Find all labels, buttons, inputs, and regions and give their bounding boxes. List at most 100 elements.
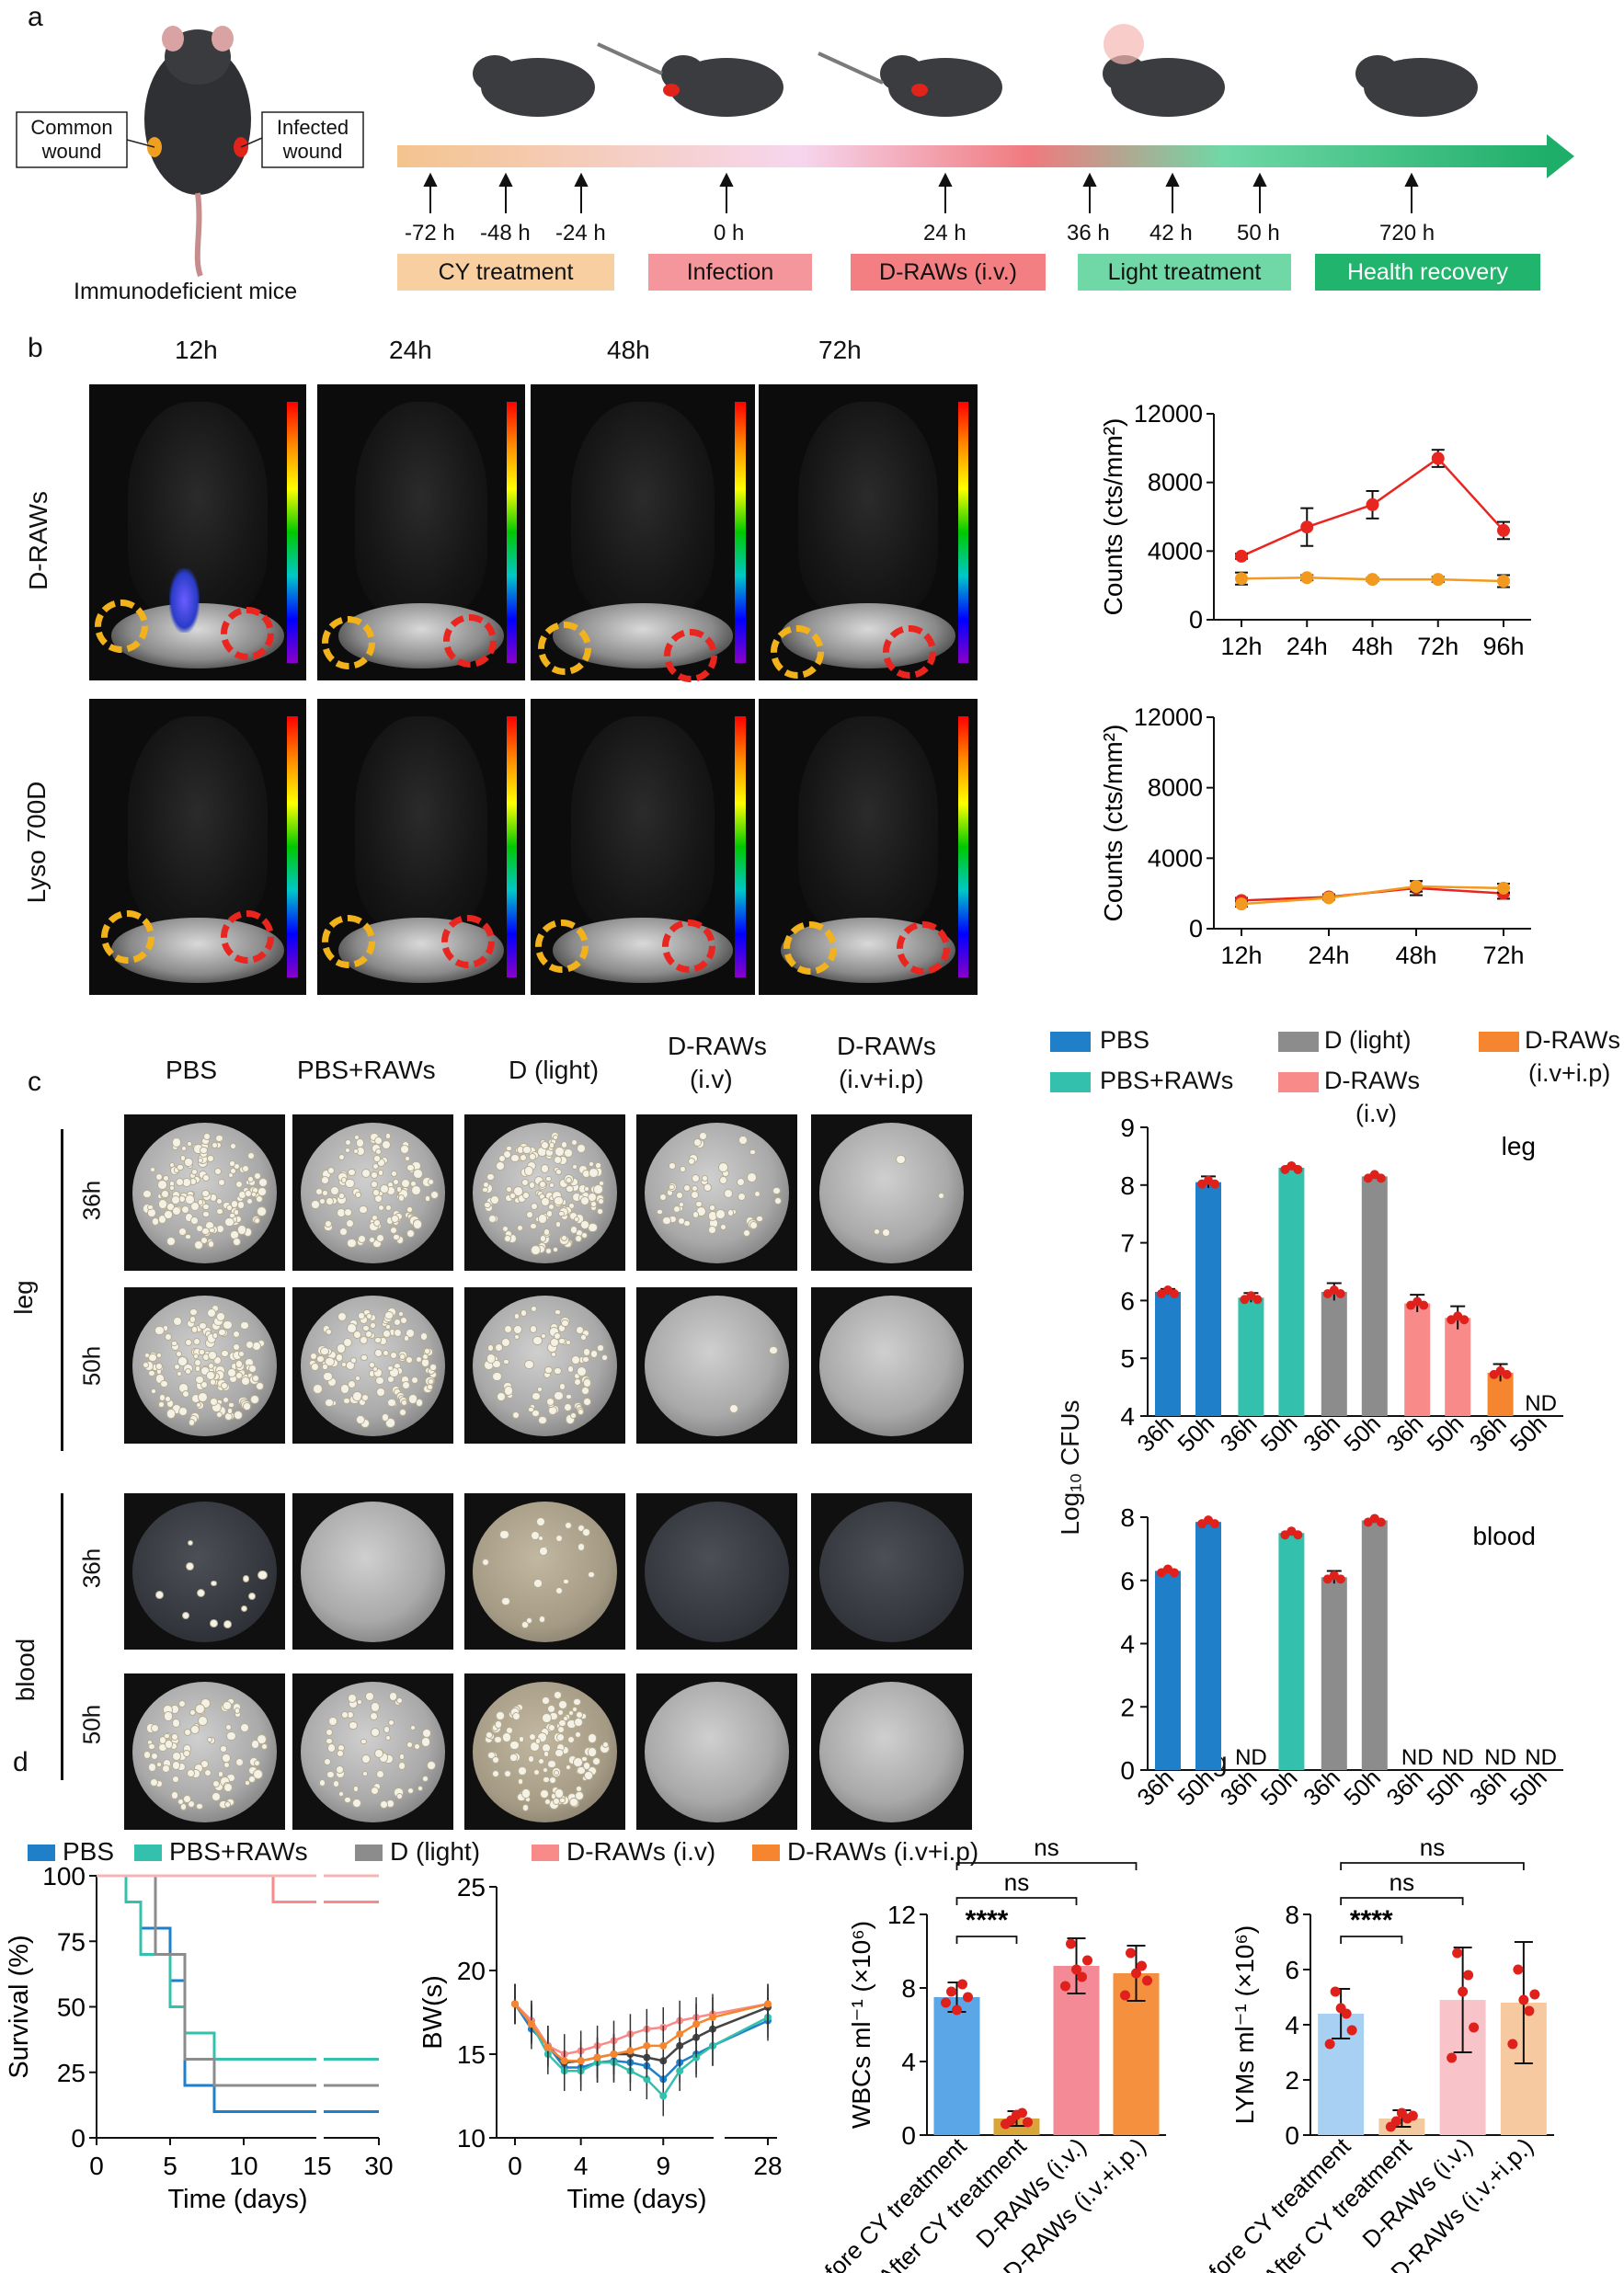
bacterial-colony [355, 1375, 361, 1382]
bacterial-colony [177, 1356, 188, 1366]
bacterial-colony [168, 1161, 175, 1168]
bacterial-colony [597, 1344, 604, 1352]
bacterial-colony [176, 1177, 184, 1186]
bacterial-colony [156, 1180, 167, 1190]
bacterial-colony [555, 1308, 561, 1315]
bacterial-colony [383, 1330, 391, 1339]
bacterial-colony [195, 1375, 204, 1385]
y-tick-label: 12000 [1134, 703, 1203, 731]
bacterial-colony [503, 1358, 509, 1365]
bacterial-colony [359, 1205, 368, 1215]
petri-dish [818, 1501, 965, 1642]
bacterial-colony [662, 1216, 671, 1226]
common-wound-marker [783, 921, 837, 975]
replicate-point [1458, 1986, 1469, 1997]
y-axis-label: Counts (cts/mm²) [1099, 725, 1127, 922]
data-point [1300, 520, 1314, 534]
y-tick-label: 2 [1285, 2066, 1299, 2095]
bacterial-colony [179, 1803, 188, 1810]
bacterial-colony [216, 1311, 226, 1321]
infected-wound-marker [897, 921, 950, 975]
replicate-point [1529, 1989, 1540, 2000]
bacterial-colony [486, 1172, 495, 1181]
bacterial-colony [533, 1579, 543, 1588]
bacterial-colony [344, 1138, 351, 1146]
bacterial-colony [199, 1349, 205, 1355]
bacterial-colony [669, 1183, 675, 1191]
bacterial-colony [413, 1168, 423, 1179]
time-label: 36 h [1067, 221, 1110, 246]
bacterial-colony [226, 1408, 234, 1414]
bacterial-colony [582, 1348, 591, 1356]
agar-plate-photo [811, 1114, 972, 1271]
bacterial-colony [374, 1148, 383, 1156]
bacterial-colony [530, 1305, 537, 1312]
ivis-image [531, 384, 755, 680]
bacterial-colony [355, 1138, 365, 1148]
bacterial-colony [325, 1398, 334, 1408]
bacterial-colony [569, 1412, 577, 1419]
bacterial-colony [202, 1210, 210, 1218]
bacterial-colony [543, 1228, 551, 1236]
stage-box-recovery [1315, 254, 1540, 291]
bacterial-colony [540, 1164, 550, 1173]
bacterial-colony [325, 1196, 335, 1206]
y-axis-label: LYMs ml⁻¹ (×10⁶) [1230, 1925, 1259, 2124]
y-tick-label: 8 [1285, 1901, 1299, 1929]
bacterial-colony [188, 1539, 194, 1546]
bacterial-colony [364, 1330, 372, 1339]
bacterial-colony [325, 1356, 335, 1367]
bacterial-colony [399, 1316, 407, 1324]
bacterial-colony [209, 1227, 215, 1233]
bacterial-colony [173, 1363, 180, 1370]
bacterial-colony [238, 1350, 246, 1357]
bacterial-colony [589, 1168, 600, 1178]
bacterial-colony [702, 1175, 709, 1182]
bacterial-colony [202, 1203, 210, 1211]
bacterial-colony [177, 1163, 184, 1171]
bacterial-colony [384, 1323, 391, 1330]
bacterial-colony [581, 1528, 590, 1536]
bacterial-colony [582, 1355, 589, 1364]
bacterial-colony [185, 1368, 191, 1375]
bacterial-colony [582, 1378, 592, 1388]
bacterial-colony [682, 1183, 691, 1193]
bacterial-colony [177, 1227, 187, 1236]
bacterial-colony [747, 1172, 758, 1183]
bacterial-colony [427, 1179, 434, 1186]
bacterial-colony [374, 1336, 382, 1344]
bacterial-colony [321, 1176, 330, 1184]
x-tick-label: 12h [1220, 633, 1262, 660]
bacterial-colony [322, 1364, 328, 1370]
bacterial-colony [212, 1332, 219, 1340]
infected-wound-marker [443, 614, 497, 668]
bacterial-colony [313, 1384, 324, 1395]
infected-wound-marker [221, 607, 274, 660]
bacterial-colony [160, 1379, 168, 1388]
bacterial-colony [233, 1209, 240, 1216]
bacterial-colony [521, 1621, 529, 1628]
bacterial-colony [217, 1178, 225, 1186]
common-wound-marker [322, 616, 375, 669]
bacterial-colony [425, 1195, 431, 1202]
bacterial-colony [736, 1177, 745, 1186]
bacterial-colony [373, 1136, 383, 1146]
bacterial-colony [512, 1411, 520, 1420]
bacterial-colony [346, 1323, 357, 1334]
bacterial-colony [718, 1175, 728, 1185]
bacterial-colony [160, 1190, 169, 1199]
bacterial-colony [699, 1132, 707, 1141]
infected-wound-label: Infected wound [276, 116, 349, 163]
bacterial-colony [170, 1791, 179, 1799]
bacterial-colony [688, 1158, 695, 1166]
bacterial-colony [390, 1226, 398, 1234]
bacterial-colony [166, 1237, 176, 1247]
bacterial-colony [532, 1391, 541, 1401]
bacterial-colony [199, 1321, 207, 1330]
bacterial-colony [360, 1335, 369, 1344]
bacterial-colony [548, 1203, 555, 1210]
bacterial-colony [371, 1171, 379, 1179]
bacterial-colony [526, 1616, 533, 1624]
bacterial-colony [381, 1139, 392, 1150]
bacterial-colony [424, 1348, 430, 1354]
